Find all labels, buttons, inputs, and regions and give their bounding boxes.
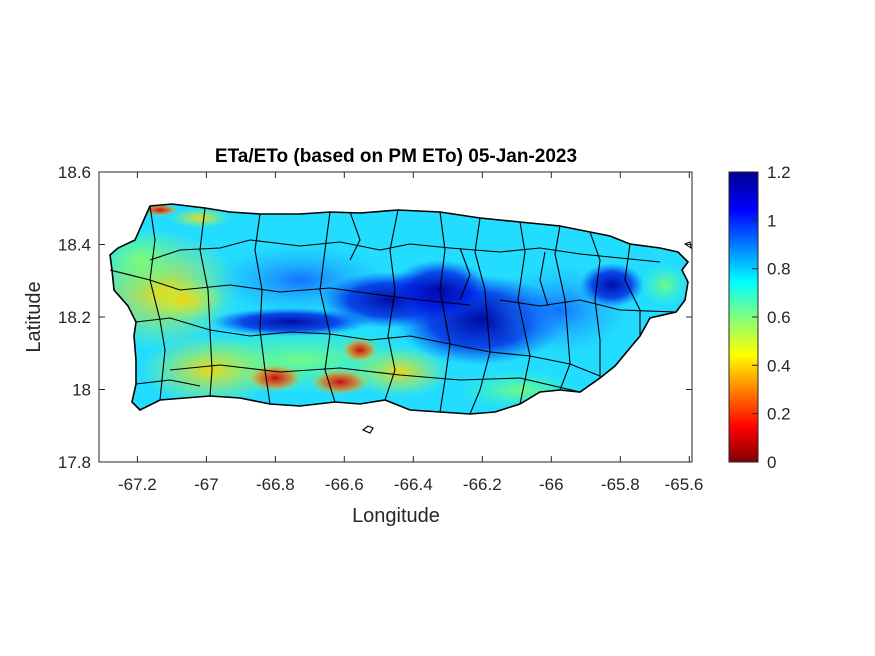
y-axis: 17.8 18 18.2 18.4 18.6 (58, 163, 692, 472)
colorbar-tick-label: 0.2 (767, 405, 791, 424)
x-tick: -67 (194, 172, 219, 494)
chart-title: ETa/ETo (based on PM ETo) 05-Jan-2023 (215, 146, 577, 167)
colorbar-tick: 0 (752, 453, 776, 472)
y-tick-label: 18.6 (58, 163, 91, 182)
y-tick-label: 18 (72, 381, 91, 400)
caja-de-muertos-island (361, 425, 374, 434)
x-tick: -66.2 (463, 172, 502, 494)
x-tick-label: -66.4 (394, 475, 433, 494)
y-tick-label: 18.2 (58, 308, 91, 327)
x-tick-label: -66.2 (463, 475, 502, 494)
x-tick-label: -66.6 (325, 475, 364, 494)
y-tick: 18 (72, 381, 692, 400)
region-northwest-yellow (170, 208, 230, 228)
colorbar-tick-label: 0 (767, 453, 776, 472)
x-tick: -67.2 (118, 172, 157, 494)
colorbar-tick-label: 0.4 (767, 356, 791, 375)
y-tick: 17.8 (58, 453, 692, 472)
region-central-band (210, 308, 370, 336)
colorbar: 0 0.2 0.4 0.6 0.8 1 1.2 (728, 163, 791, 472)
y-tick: 18.6 (58, 163, 692, 182)
y-tick-label: 17.8 (58, 453, 91, 472)
x-tick-label: -67.2 (118, 475, 157, 494)
region-northeast (580, 263, 644, 307)
heatmap-layer (110, 204, 688, 414)
colorbar-tick: 0.8 (752, 260, 791, 279)
colorbar-tick: 0.4 (752, 356, 791, 375)
colorbar-tick-label: 1 (767, 211, 776, 230)
region-west-yellow (145, 280, 225, 320)
colorbar-tick: 1.2 (752, 163, 791, 182)
x-tick: -65.8 (601, 172, 640, 494)
colorbar-tick-label: 0.6 (767, 308, 791, 327)
x-tick-label: -66.8 (256, 475, 295, 494)
x-tick: -65.6 (665, 172, 704, 494)
colorbar-tick: 1 (752, 211, 776, 230)
x-tick-label: -65.6 (665, 475, 704, 494)
y-tick-label: 18.4 (58, 236, 91, 255)
x-tick-label: -65.8 (601, 475, 640, 494)
x-tick-label: -66 (539, 475, 564, 494)
x-tick-label: -67 (194, 475, 219, 494)
region-southwest-yellow (140, 335, 280, 405)
x-axis: -67.2 -67 -66.8 -66.6 -66.4 -66.2 -66 - (99, 172, 703, 494)
x-tick: -66 (539, 172, 564, 494)
region-east-tip (640, 263, 688, 307)
colorbar-tick-label: 1.2 (767, 163, 791, 182)
x-tick: -66.6 (325, 172, 364, 494)
x-axis-label: Longitude (352, 505, 440, 527)
region-southwest-coast (247, 364, 303, 392)
colorbar-tick: 0.6 (752, 308, 791, 327)
colorbar-tick-label: 0.8 (767, 260, 791, 279)
x-tick: -66.4 (394, 172, 433, 494)
x-tick: -66.8 (256, 172, 295, 494)
municipality-boundaries (109, 205, 677, 415)
y-axis-label: Latitude (23, 281, 45, 352)
y-tick: 18.2 (58, 308, 692, 327)
region-south-yellow (350, 347, 450, 397)
colorbar-tick: 0.2 (752, 405, 791, 424)
y-tick: 18.4 (58, 236, 692, 255)
